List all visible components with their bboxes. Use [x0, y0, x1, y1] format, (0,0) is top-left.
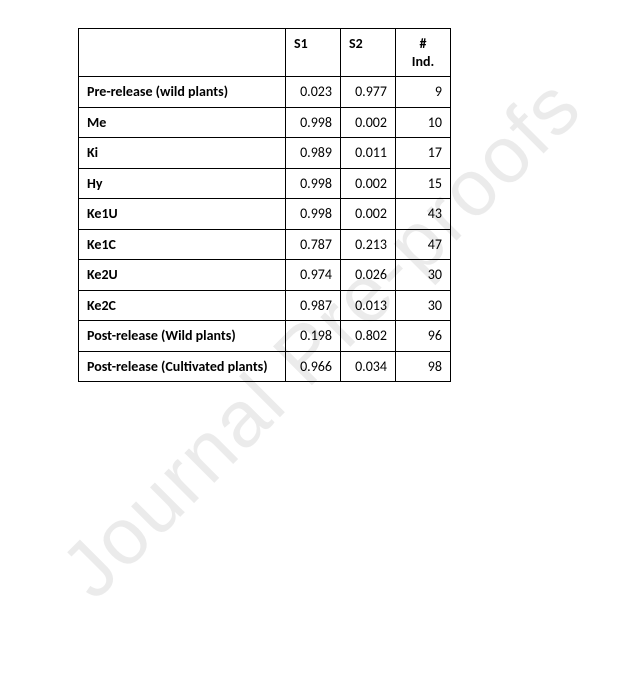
- cell-s1: 0.998: [286, 199, 341, 230]
- cell-ind: 15: [396, 168, 451, 199]
- cell-s2: 0.802: [341, 321, 396, 352]
- cell-s1: 0.998: [286, 168, 341, 199]
- cell-ind: 47: [396, 229, 451, 260]
- table-row: Post-release (Cultivated plants) 0.966 0…: [79, 351, 451, 382]
- cell-ind: 17: [396, 138, 451, 169]
- row-label: Ke2U: [79, 260, 286, 291]
- row-label: Post-release (Cultivated plants): [79, 351, 286, 382]
- cell-ind: 10: [396, 107, 451, 138]
- cell-s1: 0.787: [286, 229, 341, 260]
- cell-s2: 0.026: [341, 260, 396, 291]
- cell-ind: 30: [396, 290, 451, 321]
- cell-s2: 0.977: [341, 77, 396, 108]
- table-row: Ke2U 0.974 0.026 30: [79, 260, 451, 291]
- table-row: Hy 0.998 0.002 15: [79, 168, 451, 199]
- table-row: Ke2C 0.987 0.013 30: [79, 290, 451, 321]
- cell-ind: 96: [396, 321, 451, 352]
- col-header-empty: [79, 29, 286, 77]
- table-row: Me 0.998 0.002 10: [79, 107, 451, 138]
- table-row: Ki 0.989 0.011 17: [79, 138, 451, 169]
- col-header-s1: S1: [286, 29, 341, 77]
- row-label: Ke1C: [79, 229, 286, 260]
- table-row: Post-release (Wild plants) 0.198 0.802 9…: [79, 321, 451, 352]
- cell-s1: 0.989: [286, 138, 341, 169]
- table-body: Pre-release (wild plants) 0.023 0.977 9 …: [79, 77, 451, 382]
- cell-ind: 98: [396, 351, 451, 382]
- cell-s1: 0.198: [286, 321, 341, 352]
- row-label: Ke2C: [79, 290, 286, 321]
- table-row: Ke1U 0.998 0.002 43: [79, 199, 451, 230]
- cell-s2: 0.011: [341, 138, 396, 169]
- cell-s1: 0.974: [286, 260, 341, 291]
- cell-s2: 0.013: [341, 290, 396, 321]
- row-label: Post-release (Wild plants): [79, 321, 286, 352]
- cell-s2: 0.002: [341, 168, 396, 199]
- row-label: Ki: [79, 138, 286, 169]
- row-label: Me: [79, 107, 286, 138]
- table-row: Pre-release (wild plants) 0.023 0.977 9: [79, 77, 451, 108]
- row-label: Pre-release (wild plants): [79, 77, 286, 108]
- table-header-row: S1 S2 # Ind.: [79, 29, 451, 77]
- row-label: Ke1U: [79, 199, 286, 230]
- cell-s1: 0.966: [286, 351, 341, 382]
- cell-s2: 0.002: [341, 107, 396, 138]
- cell-s1: 0.023: [286, 77, 341, 108]
- cell-s2: 0.002: [341, 199, 396, 230]
- col-header-ind: # Ind.: [396, 29, 451, 77]
- col-header-s2: S2: [341, 29, 396, 77]
- row-label: Hy: [79, 168, 286, 199]
- cell-s1: 0.987: [286, 290, 341, 321]
- table-row: Ke1C 0.787 0.213 47: [79, 229, 451, 260]
- cell-ind: 30: [396, 260, 451, 291]
- cell-ind: 43: [396, 199, 451, 230]
- cell-s2: 0.034: [341, 351, 396, 382]
- cell-s2: 0.213: [341, 229, 396, 260]
- cell-ind: 9: [396, 77, 451, 108]
- data-table: S1 S2 # Ind. Pre-release (wild plants) 0…: [78, 28, 451, 382]
- cell-s1: 0.998: [286, 107, 341, 138]
